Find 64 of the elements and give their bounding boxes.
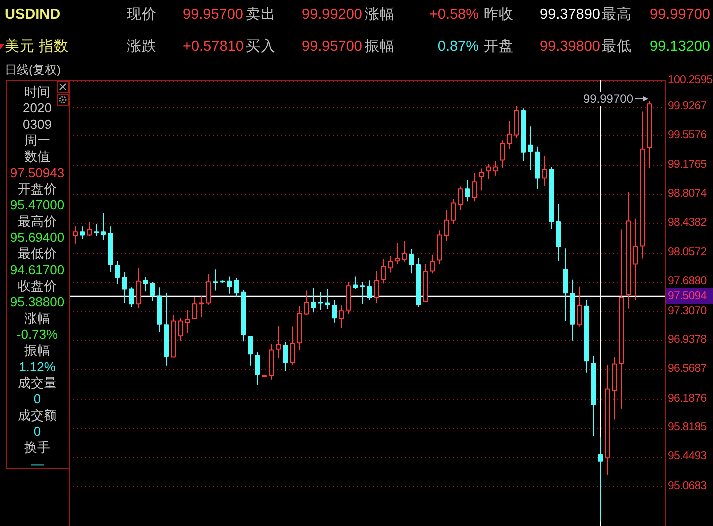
text: 94.61700 [10, 262, 65, 278]
text: +0.57810 [183, 39, 244, 55]
text: -0.73% [16, 327, 59, 342]
text: 开盘价 [18, 182, 57, 197]
y-tick-label: 97.6880 [668, 276, 707, 288]
y-tick-label: 95.8185 [668, 422, 707, 434]
text: 周一 [24, 133, 50, 148]
text: 美元 指数 [5, 38, 70, 55]
text: 95.38800 [10, 294, 65, 310]
text: 昨收 [484, 6, 514, 23]
text: 0309 [23, 116, 52, 132]
text: 0.87% [438, 39, 480, 55]
y-tick-label: 99.1765 [668, 159, 707, 172]
text: 振幅 [365, 38, 395, 55]
y-tick-label: 100.2595 [668, 74, 713, 86]
text: 最低价 [18, 246, 57, 262]
text: 最低 [602, 39, 632, 55]
text: 1.12% [19, 359, 56, 374]
text: +0.58% [429, 7, 480, 23]
y-tick-label: 96.9378 [668, 334, 707, 346]
text: 0 [34, 392, 42, 407]
annotation: 99.99700 [583, 92, 634, 106]
text: 收盘价 [18, 278, 57, 294]
text: 买入 [246, 38, 276, 55]
text: 涨跌 [127, 38, 157, 55]
chart-title: 日线(复权) [5, 63, 61, 77]
text: 涨幅 [365, 6, 395, 23]
y-tick-label: 99.5576 [668, 129, 707, 142]
text: — [31, 456, 44, 472]
y-tick-label: 97.3070 [668, 305, 707, 318]
text: 卖出 [246, 6, 276, 23]
y-tick-label: 98.0572 [668, 246, 707, 259]
y-tick-label: 96.1876 [668, 392, 707, 405]
text: 2020 [23, 100, 52, 116]
text: 95.69400 [10, 230, 65, 246]
text: 0 [34, 424, 42, 440]
text: 99.95700 [183, 7, 244, 23]
text: 成交量 [18, 376, 57, 391]
text: 现价 [127, 6, 157, 23]
text: 换手 [24, 440, 50, 456]
text: 99.99200 [302, 7, 362, 23]
text: 99.13200 [650, 39, 710, 55]
text: 振幅 [24, 343, 50, 358]
text: 涨幅 [24, 310, 50, 326]
text: 最高价 [18, 214, 57, 229]
text: 99.95700 [302, 39, 362, 55]
y-tick-label: 98.8074 [668, 188, 708, 200]
text: 99.39800 [540, 39, 600, 55]
y-tick-label: 95.0683 [668, 480, 707, 492]
y-tick-label: 99.9267 [668, 100, 707, 113]
text: 99.99700 [650, 7, 710, 23]
text: 99.37890 [540, 7, 600, 23]
text: 97.50943 [10, 165, 65, 180]
text: 成交额 [18, 408, 57, 423]
y-tick-label: 96.5687 [668, 363, 707, 376]
text: 时间 [24, 84, 50, 100]
text: 开盘 [484, 38, 514, 55]
y-tick-label: 98.4382 [668, 216, 707, 229]
ref-line-label: 97.5094 [668, 290, 708, 302]
text: 最高 [602, 6, 632, 23]
text: 95.47000 [10, 198, 65, 213]
y-tick-label: 95.4493 [668, 450, 707, 463]
text: 数值 [24, 149, 50, 164]
text: USDIND [5, 7, 61, 23]
